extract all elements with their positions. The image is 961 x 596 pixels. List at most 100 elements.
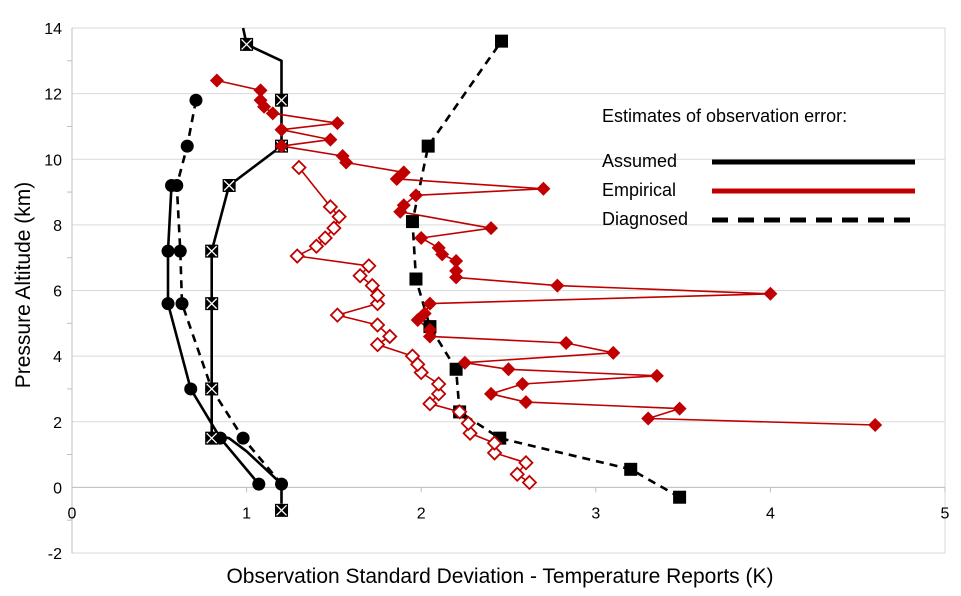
data-point-s5 — [265, 106, 280, 121]
data-point-s6 — [326, 220, 342, 236]
data-point-s3 — [275, 93, 289, 107]
data-point-s6 — [486, 435, 503, 451]
data-point-s1 — [252, 477, 266, 491]
data-point-s4 — [624, 462, 638, 476]
data-point-s5 — [417, 306, 432, 321]
data-point-s5 — [559, 336, 574, 350]
data-point-s5 — [868, 418, 883, 433]
y-tick-label: 0 — [53, 480, 62, 497]
y-tick-label: 2 — [53, 415, 62, 432]
data-point-s6 — [521, 474, 538, 491]
y-tick-label: -2 — [48, 546, 62, 563]
x-mark — [206, 432, 218, 444]
data-point-s3 — [240, 37, 254, 51]
data-point-s2 — [173, 244, 187, 258]
data-point-s6 — [322, 199, 339, 215]
data-point-s5 — [330, 116, 345, 131]
data-point-s3 — [222, 179, 236, 192]
data-point-s1 — [161, 244, 175, 258]
y-tick-label: 12 — [44, 87, 62, 104]
y-tick-label: 8 — [53, 218, 62, 235]
data-point-s3 — [205, 297, 219, 311]
data-point-s6 — [462, 425, 478, 442]
data-point-s5 — [672, 401, 687, 416]
y-tick-label: 10 — [44, 152, 62, 169]
data-point-s2 — [275, 477, 289, 491]
data-point-s6 — [509, 466, 526, 483]
data-point-s2 — [236, 431, 250, 445]
data-point-s6 — [369, 317, 386, 333]
data-point-s5 — [550, 278, 565, 293]
data-point-s5 — [449, 253, 464, 268]
data-point-s4 — [495, 34, 509, 48]
x-axis-label: Observation Standard Deviation - Tempera… — [226, 565, 773, 588]
data-point-s3 — [205, 382, 219, 396]
data-point-s1 — [184, 382, 198, 396]
x-mark — [241, 38, 253, 50]
data-point-s6 — [317, 230, 333, 246]
data-point-s5 — [649, 368, 664, 383]
x-mark — [206, 298, 218, 310]
data-point-s5 — [323, 132, 338, 147]
data-point-s6 — [381, 328, 398, 345]
legend-title: Estimates of observation error: — [602, 106, 847, 126]
data-point-s5 — [396, 165, 411, 180]
data-point-s6 — [308, 238, 325, 254]
x-mark — [276, 94, 287, 106]
data-point-s6 — [364, 277, 381, 294]
legend-label-assumed: Assumed — [602, 151, 677, 171]
data-point-s2 — [180, 139, 194, 153]
data-point-s6 — [404, 348, 421, 364]
legend-label-diagnosed: Diagnosed — [602, 209, 688, 229]
data-point-s4 — [409, 272, 423, 286]
y-tick-label: 14 — [44, 21, 62, 38]
data-point-s6 — [451, 404, 468, 420]
data-point-s6 — [422, 395, 438, 412]
data-point-s5 — [431, 240, 446, 255]
data-point-s5 — [515, 377, 530, 392]
data-point-s6 — [329, 307, 346, 323]
data-point-s6 — [430, 376, 447, 392]
data-point-s5 — [422, 322, 437, 337]
y-axis-label: Pressure Altitude (km) — [12, 182, 35, 389]
data-point-s5 — [408, 188, 423, 203]
data-point-s5 — [484, 386, 499, 401]
data-point-s2 — [175, 297, 189, 311]
data-point-s3 — [275, 503, 289, 517]
data-point-s5 — [518, 395, 533, 410]
data-point-s3 — [205, 244, 219, 258]
data-point-s5 — [484, 221, 499, 236]
data-point-s6 — [289, 248, 306, 264]
data-point-s5 — [536, 181, 551, 196]
data-point-s5 — [606, 345, 621, 360]
data-point-s6 — [430, 386, 447, 402]
data-point-s4 — [449, 362, 463, 376]
data-point-s6 — [331, 208, 347, 225]
data-point-s4 — [673, 490, 687, 504]
data-point-s5 — [501, 362, 516, 377]
x-tick-label: 5 — [941, 505, 950, 522]
x-tick-label: 4 — [766, 505, 775, 522]
data-point-s6 — [369, 287, 386, 304]
data-point-s5 — [253, 93, 268, 108]
x-mark — [206, 245, 218, 257]
x-tick-label: 3 — [591, 505, 600, 522]
data-point-s5 — [274, 122, 289, 137]
x-mark — [223, 180, 235, 191]
data-point-s5 — [209, 73, 224, 88]
data-point-s5 — [396, 198, 411, 213]
data-point-s6 — [361, 258, 377, 274]
data-point-s6 — [460, 415, 477, 432]
data-point-s5 — [457, 355, 472, 370]
series-line-4 — [411, 40, 681, 499]
legend-label-empirical: Empirical — [602, 180, 676, 200]
data-point-s1 — [161, 297, 175, 311]
y-tick-label: 4 — [53, 349, 62, 366]
x-mark — [276, 504, 287, 516]
data-point-s6 — [291, 159, 307, 176]
data-point-s2 — [170, 179, 184, 192]
x-tick-label: 1 — [242, 505, 251, 522]
